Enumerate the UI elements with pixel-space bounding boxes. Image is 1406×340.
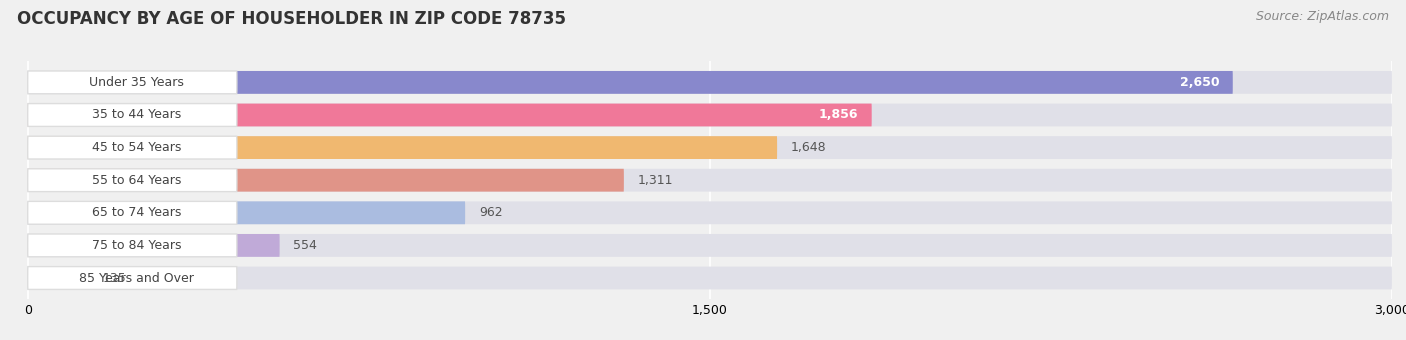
FancyBboxPatch shape [28,71,1233,94]
FancyBboxPatch shape [28,201,1392,224]
FancyBboxPatch shape [28,136,1392,159]
FancyBboxPatch shape [28,104,872,126]
FancyBboxPatch shape [28,267,1392,289]
FancyBboxPatch shape [28,234,236,257]
FancyBboxPatch shape [28,267,89,289]
Text: Source: ZipAtlas.com: Source: ZipAtlas.com [1256,10,1389,23]
FancyBboxPatch shape [28,104,1392,126]
Text: 1,311: 1,311 [637,174,673,187]
Text: 65 to 74 Years: 65 to 74 Years [91,206,181,219]
Text: 35 to 44 Years: 35 to 44 Years [91,108,181,121]
FancyBboxPatch shape [28,104,236,126]
FancyBboxPatch shape [28,234,1392,257]
Text: 962: 962 [479,206,502,219]
FancyBboxPatch shape [28,169,236,192]
Text: 1,856: 1,856 [818,108,858,121]
Text: Under 35 Years: Under 35 Years [89,76,184,89]
FancyBboxPatch shape [28,71,236,94]
FancyBboxPatch shape [28,71,1392,94]
Text: 2,650: 2,650 [1180,76,1219,89]
Text: 135: 135 [103,272,127,285]
Text: 55 to 64 Years: 55 to 64 Years [91,174,181,187]
Text: 85 Years and Over: 85 Years and Over [79,272,194,285]
Text: 1,648: 1,648 [790,141,827,154]
FancyBboxPatch shape [28,201,465,224]
FancyBboxPatch shape [28,201,236,224]
Text: 75 to 84 Years: 75 to 84 Years [91,239,181,252]
FancyBboxPatch shape [28,136,236,159]
FancyBboxPatch shape [28,136,778,159]
FancyBboxPatch shape [28,169,624,192]
Text: OCCUPANCY BY AGE OF HOUSEHOLDER IN ZIP CODE 78735: OCCUPANCY BY AGE OF HOUSEHOLDER IN ZIP C… [17,10,565,28]
Text: 554: 554 [294,239,318,252]
FancyBboxPatch shape [28,234,280,257]
FancyBboxPatch shape [28,169,1392,192]
Text: 45 to 54 Years: 45 to 54 Years [91,141,181,154]
FancyBboxPatch shape [28,267,236,289]
